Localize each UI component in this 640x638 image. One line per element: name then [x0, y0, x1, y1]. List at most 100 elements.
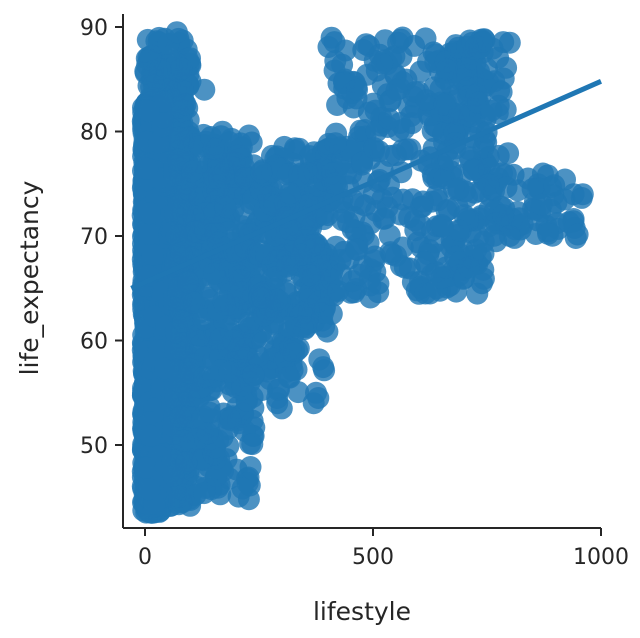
scatter-point	[193, 482, 216, 505]
scatter-point	[290, 243, 312, 266]
scatter-point	[476, 57, 498, 80]
y-tick-label: 80	[80, 121, 108, 146]
y-axis-ticks: 50 60 70 80 90	[80, 16, 123, 459]
scatter-point	[213, 293, 236, 316]
x-tick-label: 0	[138, 545, 152, 570]
scatter-point	[147, 339, 170, 362]
scatter-point	[324, 132, 347, 155]
scatter-point	[376, 196, 399, 219]
scatter-point	[241, 433, 264, 456]
scatter-point	[447, 103, 470, 126]
scatter-point	[566, 223, 589, 246]
scatter-point	[367, 272, 390, 295]
scatter-point	[391, 26, 414, 49]
scatter-point	[347, 263, 370, 286]
scatter-point	[229, 281, 252, 304]
scatter-point	[477, 173, 500, 196]
y-axis-label: life_expectancy	[15, 180, 44, 375]
scatter-point	[265, 288, 288, 311]
scatter-point	[385, 79, 408, 102]
scatter-point	[202, 137, 225, 160]
scatter-point	[170, 241, 193, 264]
scatter-point	[183, 291, 206, 314]
scatter-point	[498, 31, 521, 54]
scatter-point	[490, 81, 513, 104]
scatter-point	[378, 108, 401, 130]
scatter-point	[174, 93, 197, 116]
scatter-point	[177, 271, 200, 294]
scatter-point	[362, 183, 385, 205]
scatter-point	[273, 135, 296, 158]
scatter-point	[351, 151, 374, 174]
scatter-point	[135, 456, 157, 479]
scatter-point	[492, 204, 514, 227]
scatter-point	[270, 397, 293, 420]
scatter-point	[307, 387, 330, 409]
scatter-point	[218, 360, 241, 383]
y-tick-label: 50	[80, 434, 108, 459]
scatter-point	[169, 405, 192, 428]
scatter-point	[250, 161, 273, 184]
scatter-point	[288, 164, 311, 187]
scatter-point	[255, 243, 277, 265]
scatter-point	[181, 160, 204, 183]
x-tick-label: 500	[352, 545, 394, 570]
scatter-point	[393, 256, 416, 279]
scatter-point	[457, 256, 480, 279]
scatter-point	[371, 52, 394, 75]
scatter-point	[165, 21, 188, 44]
scatter-point	[193, 78, 216, 101]
scatter-point	[345, 238, 368, 261]
scatter-point	[138, 222, 161, 245]
scatter-point	[279, 218, 302, 241]
scatter-point	[447, 177, 470, 200]
scatter-point	[136, 157, 159, 180]
scatter-point	[278, 316, 301, 339]
scatter-point	[172, 310, 195, 333]
scatter-point	[203, 166, 226, 189]
y-tick-label: 90	[80, 16, 108, 41]
scatter-point	[456, 35, 479, 58]
scatter-point	[431, 215, 454, 238]
scatter-point	[485, 230, 508, 253]
scatter-point	[278, 182, 301, 205]
scatter-point	[164, 339, 186, 362]
x-axis-label: lifestyle	[313, 597, 411, 626]
x-tick-label: 1000	[573, 545, 629, 570]
scatter-point	[363, 137, 386, 160]
scatter-point	[219, 409, 242, 431]
scatter-point	[170, 57, 193, 80]
y-tick-label: 70	[80, 225, 108, 250]
scatter-point	[168, 126, 190, 149]
x-axis-ticks: 0 500 1000	[138, 528, 629, 570]
scatter-point	[537, 222, 560, 245]
scatter-point	[242, 364, 265, 386]
scatter-point	[230, 136, 253, 159]
scatter-point	[138, 478, 161, 501]
scatter-point	[279, 339, 302, 362]
scatter-point	[346, 78, 368, 101]
scatter-point	[343, 205, 366, 228]
scatter-point	[298, 264, 321, 287]
scatter-point	[199, 401, 221, 424]
scatter-point	[138, 202, 161, 225]
scatter-point	[196, 422, 219, 445]
scatter-point	[203, 262, 226, 285]
scatter-point	[363, 245, 386, 268]
scatter-point	[355, 33, 378, 56]
scatter-point	[251, 331, 274, 354]
scatter-point	[231, 477, 254, 500]
scatter-point	[163, 203, 186, 226]
regression-line	[130, 79, 603, 291]
scatter-point	[134, 62, 157, 85]
scatter-point	[209, 327, 232, 350]
scatter-points	[131, 21, 594, 524]
scatter-point	[308, 348, 331, 371]
scatter-point	[571, 183, 594, 206]
scatter-point	[141, 243, 164, 266]
y-tick-label: 60	[80, 330, 108, 355]
scatter-point	[378, 224, 401, 247]
scatter-point	[277, 366, 300, 389]
scatter-point	[137, 100, 160, 123]
